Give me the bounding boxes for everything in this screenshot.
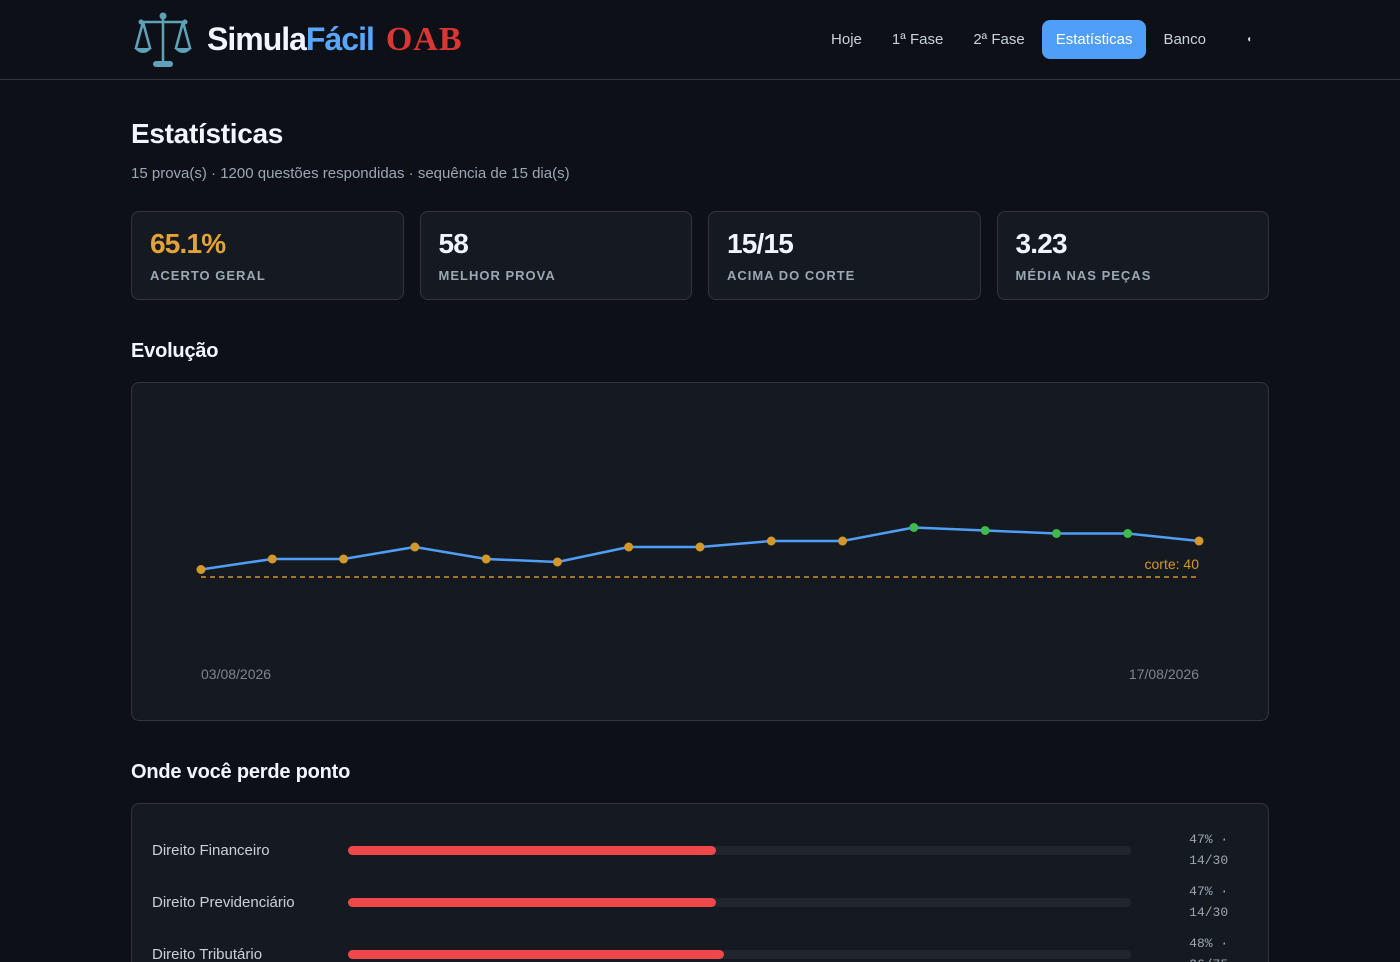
stat-label: MÉDIA NAS PEÇAS	[1015, 268, 1152, 283]
main-nav: Hoje 1ª Fase 2ª Fase Estatísticas Banco …	[816, 20, 1269, 59]
brand[interactable]: Simula Fácil OAB	[131, 8, 463, 72]
loss-bar-fill	[348, 949, 725, 959]
stats-row: 65.1% ACERTO GERAL 58 MELHOR PROVA 15/15…	[131, 211, 1269, 300]
loss-row: Direito Financeiro 47% · 14/30	[152, 824, 1248, 876]
data-point	[1051, 529, 1061, 538]
nav-item-estatisticas[interactable]: Estatísticas	[1041, 20, 1147, 59]
loss-bar-fill	[348, 897, 717, 907]
stat-card-acima-do-corte: 15/15 ACIMA DO CORTE	[708, 211, 981, 300]
data-point	[838, 536, 848, 546]
nav-item-banco[interactable]: Banco	[1163, 31, 1206, 48]
losses-card: Direito Financeiro 47% · 14/30 Direito P…	[131, 803, 1269, 962]
page-title: Estatísticas	[131, 118, 284, 149]
stat-card-media-pecas: 3.23 MÉDIA NAS PEÇAS	[996, 211, 1269, 300]
evolution-chart: corte: 40 03/08/2026 17/08/2026	[196, 523, 1204, 682]
stat-card-acerto-geral: 65.1% ACERTO GERAL	[131, 211, 404, 300]
loss-bar-track	[348, 897, 1132, 907]
evolution-title: Evolução	[131, 340, 219, 362]
data-point	[909, 523, 919, 532]
brand-facil: Fácil	[305, 20, 375, 57]
data-point	[1194, 536, 1204, 546]
loss-subject-name: Direito Previdenciário	[152, 893, 295, 911]
brand-simula: Simula	[207, 20, 307, 57]
stat-value: 58	[438, 228, 469, 259]
data-point	[196, 565, 206, 574]
data-point	[267, 554, 277, 564]
loss-bar-fill	[348, 845, 717, 855]
stat-label: ACERTO GERAL	[150, 268, 266, 283]
data-point	[695, 542, 705, 552]
stat-value: 65.1%	[150, 228, 226, 259]
x-start-label: 03/08/2026	[201, 666, 271, 682]
loss-subject-name: Direito Tributário	[152, 945, 263, 962]
loss-row: Direito Tributário 48% · 36/75	[152, 928, 1248, 962]
data-point	[624, 542, 634, 552]
loss-bar-track	[348, 845, 1132, 855]
stat-label: MELHOR PROVA	[438, 268, 556, 283]
scales-of-justice-icon	[134, 12, 192, 67]
nav-item-hoje[interactable]: Hoje	[831, 31, 862, 48]
loss-row: Direito Previdenciário 47% · 14/30	[152, 876, 1248, 928]
top-bar: Simula Fácil OAB Hoje 1ª Fase 2ª Fase Esta…	[0, 0, 1400, 80]
loss-value: 47% · 14/30	[1189, 832, 1229, 868]
data-point	[339, 554, 349, 564]
evolution-chart-card: corte: 40 03/08/2026 17/08/2026	[131, 382, 1269, 721]
stat-card-melhor-prova: 58 MELHOR PROVA	[419, 211, 692, 300]
data-point	[980, 526, 990, 535]
data-point	[766, 536, 776, 546]
loss-bar-track	[348, 949, 1132, 959]
loss-value: 47% · 14/30	[1189, 884, 1229, 920]
brand-oab: OAB	[385, 20, 463, 58]
brand-name: Simula Fácil OAB	[207, 21, 463, 59]
main-content: Estatísticas 15 prova(s) · 1200 questões…	[0, 118, 1400, 962]
stat-value: 15/15	[727, 228, 794, 259]
stat-label: ACIMA DO CORTE	[727, 268, 856, 283]
x-end-label: 17/08/2026	[1129, 666, 1199, 682]
cutoff-label: corte: 40	[1145, 556, 1200, 572]
theme-toggle-icon[interactable]: ◖	[1245, 34, 1253, 45]
data-point	[1123, 529, 1133, 538]
data-point	[552, 557, 562, 567]
page-subtitle: 15 prova(s) · 1200 questões respondidas …	[131, 165, 570, 182]
data-point	[410, 542, 420, 552]
stat-value: 3.23	[1015, 228, 1068, 259]
nav-item-segunda-fase[interactable]: 2ª Fase	[973, 31, 1025, 48]
data-point	[481, 554, 491, 564]
nav-item-primeira-fase[interactable]: 1ª Fase	[891, 31, 944, 48]
losses-title: Onde você perde ponto	[131, 761, 351, 783]
loss-subject-name: Direito Financeiro	[152, 841, 270, 859]
loss-value: 48% · 36/75	[1189, 936, 1229, 962]
